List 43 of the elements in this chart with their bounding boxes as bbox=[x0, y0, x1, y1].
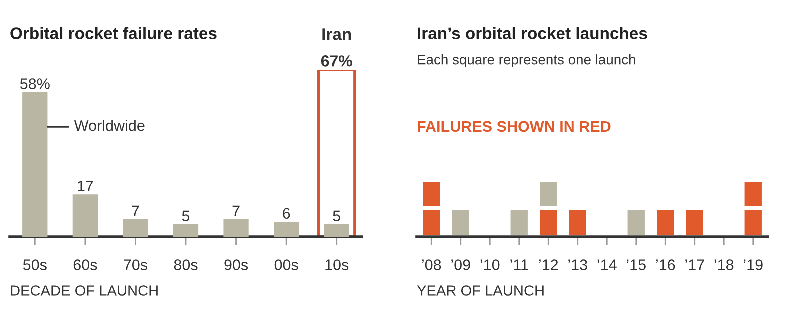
bar bbox=[72, 194, 98, 237]
bar bbox=[173, 224, 199, 237]
x-tick-label: ’13 bbox=[568, 260, 588, 270]
chart-title: Iran’s orbital rocket launches bbox=[418, 27, 648, 40]
bar bbox=[224, 220, 249, 237]
series-label: Worldwide bbox=[74, 120, 145, 132]
x-tick-label: 00s bbox=[274, 260, 298, 270]
x-tick-label: ’09 bbox=[452, 260, 470, 270]
x-tick-label: 70s bbox=[124, 260, 148, 270]
x-tick-label: ’11 bbox=[510, 260, 528, 270]
x-tick-label: ’17 bbox=[686, 260, 704, 270]
x-tick-label: ’12 bbox=[539, 260, 558, 270]
data-label: 5 bbox=[333, 210, 340, 222]
x-tick-label: 50s bbox=[23, 260, 47, 270]
bar bbox=[22, 92, 48, 237]
x-tick-label: 80s bbox=[174, 260, 198, 270]
x-tick-label: ’16 bbox=[656, 260, 676, 270]
data-label: 5 bbox=[182, 210, 190, 222]
bar bbox=[274, 222, 300, 237]
x-axis-title: DECADE OF LAUNCH bbox=[11, 286, 158, 296]
x-tick-label: ’19 bbox=[744, 260, 763, 270]
data-label: 58% bbox=[20, 78, 50, 90]
data-label: 7 bbox=[132, 206, 140, 216]
text: FAILURES SHOWN IN RED bbox=[418, 121, 611, 132]
data-label: 17 bbox=[78, 180, 94, 192]
x-axis-title: YEAR OF LAUNCH bbox=[417, 286, 544, 296]
x-tick-label: 60s bbox=[74, 260, 98, 270]
bar bbox=[317, 70, 356, 237]
x-tick-label: 10s bbox=[326, 260, 349, 270]
data-label: 6 bbox=[283, 208, 290, 220]
chart-title: Orbital rocket failure rates bbox=[10, 27, 217, 40]
data-label: 7 bbox=[232, 206, 240, 216]
data-label: 67% bbox=[321, 56, 352, 67]
x-tick-label: ’18 bbox=[714, 260, 734, 270]
x-tick-label: ’08 bbox=[422, 260, 442, 270]
series-label: Iran bbox=[322, 28, 352, 40]
x-tick-label: ’15 bbox=[627, 260, 646, 270]
bar bbox=[324, 224, 350, 237]
x-tick-label: 90s bbox=[224, 260, 248, 270]
x-tick-label: ’10 bbox=[480, 260, 500, 270]
chart-subtitle: Each square represents one launch bbox=[418, 54, 636, 68]
bar bbox=[123, 220, 148, 237]
x-tick-label: ’14 bbox=[598, 260, 617, 270]
